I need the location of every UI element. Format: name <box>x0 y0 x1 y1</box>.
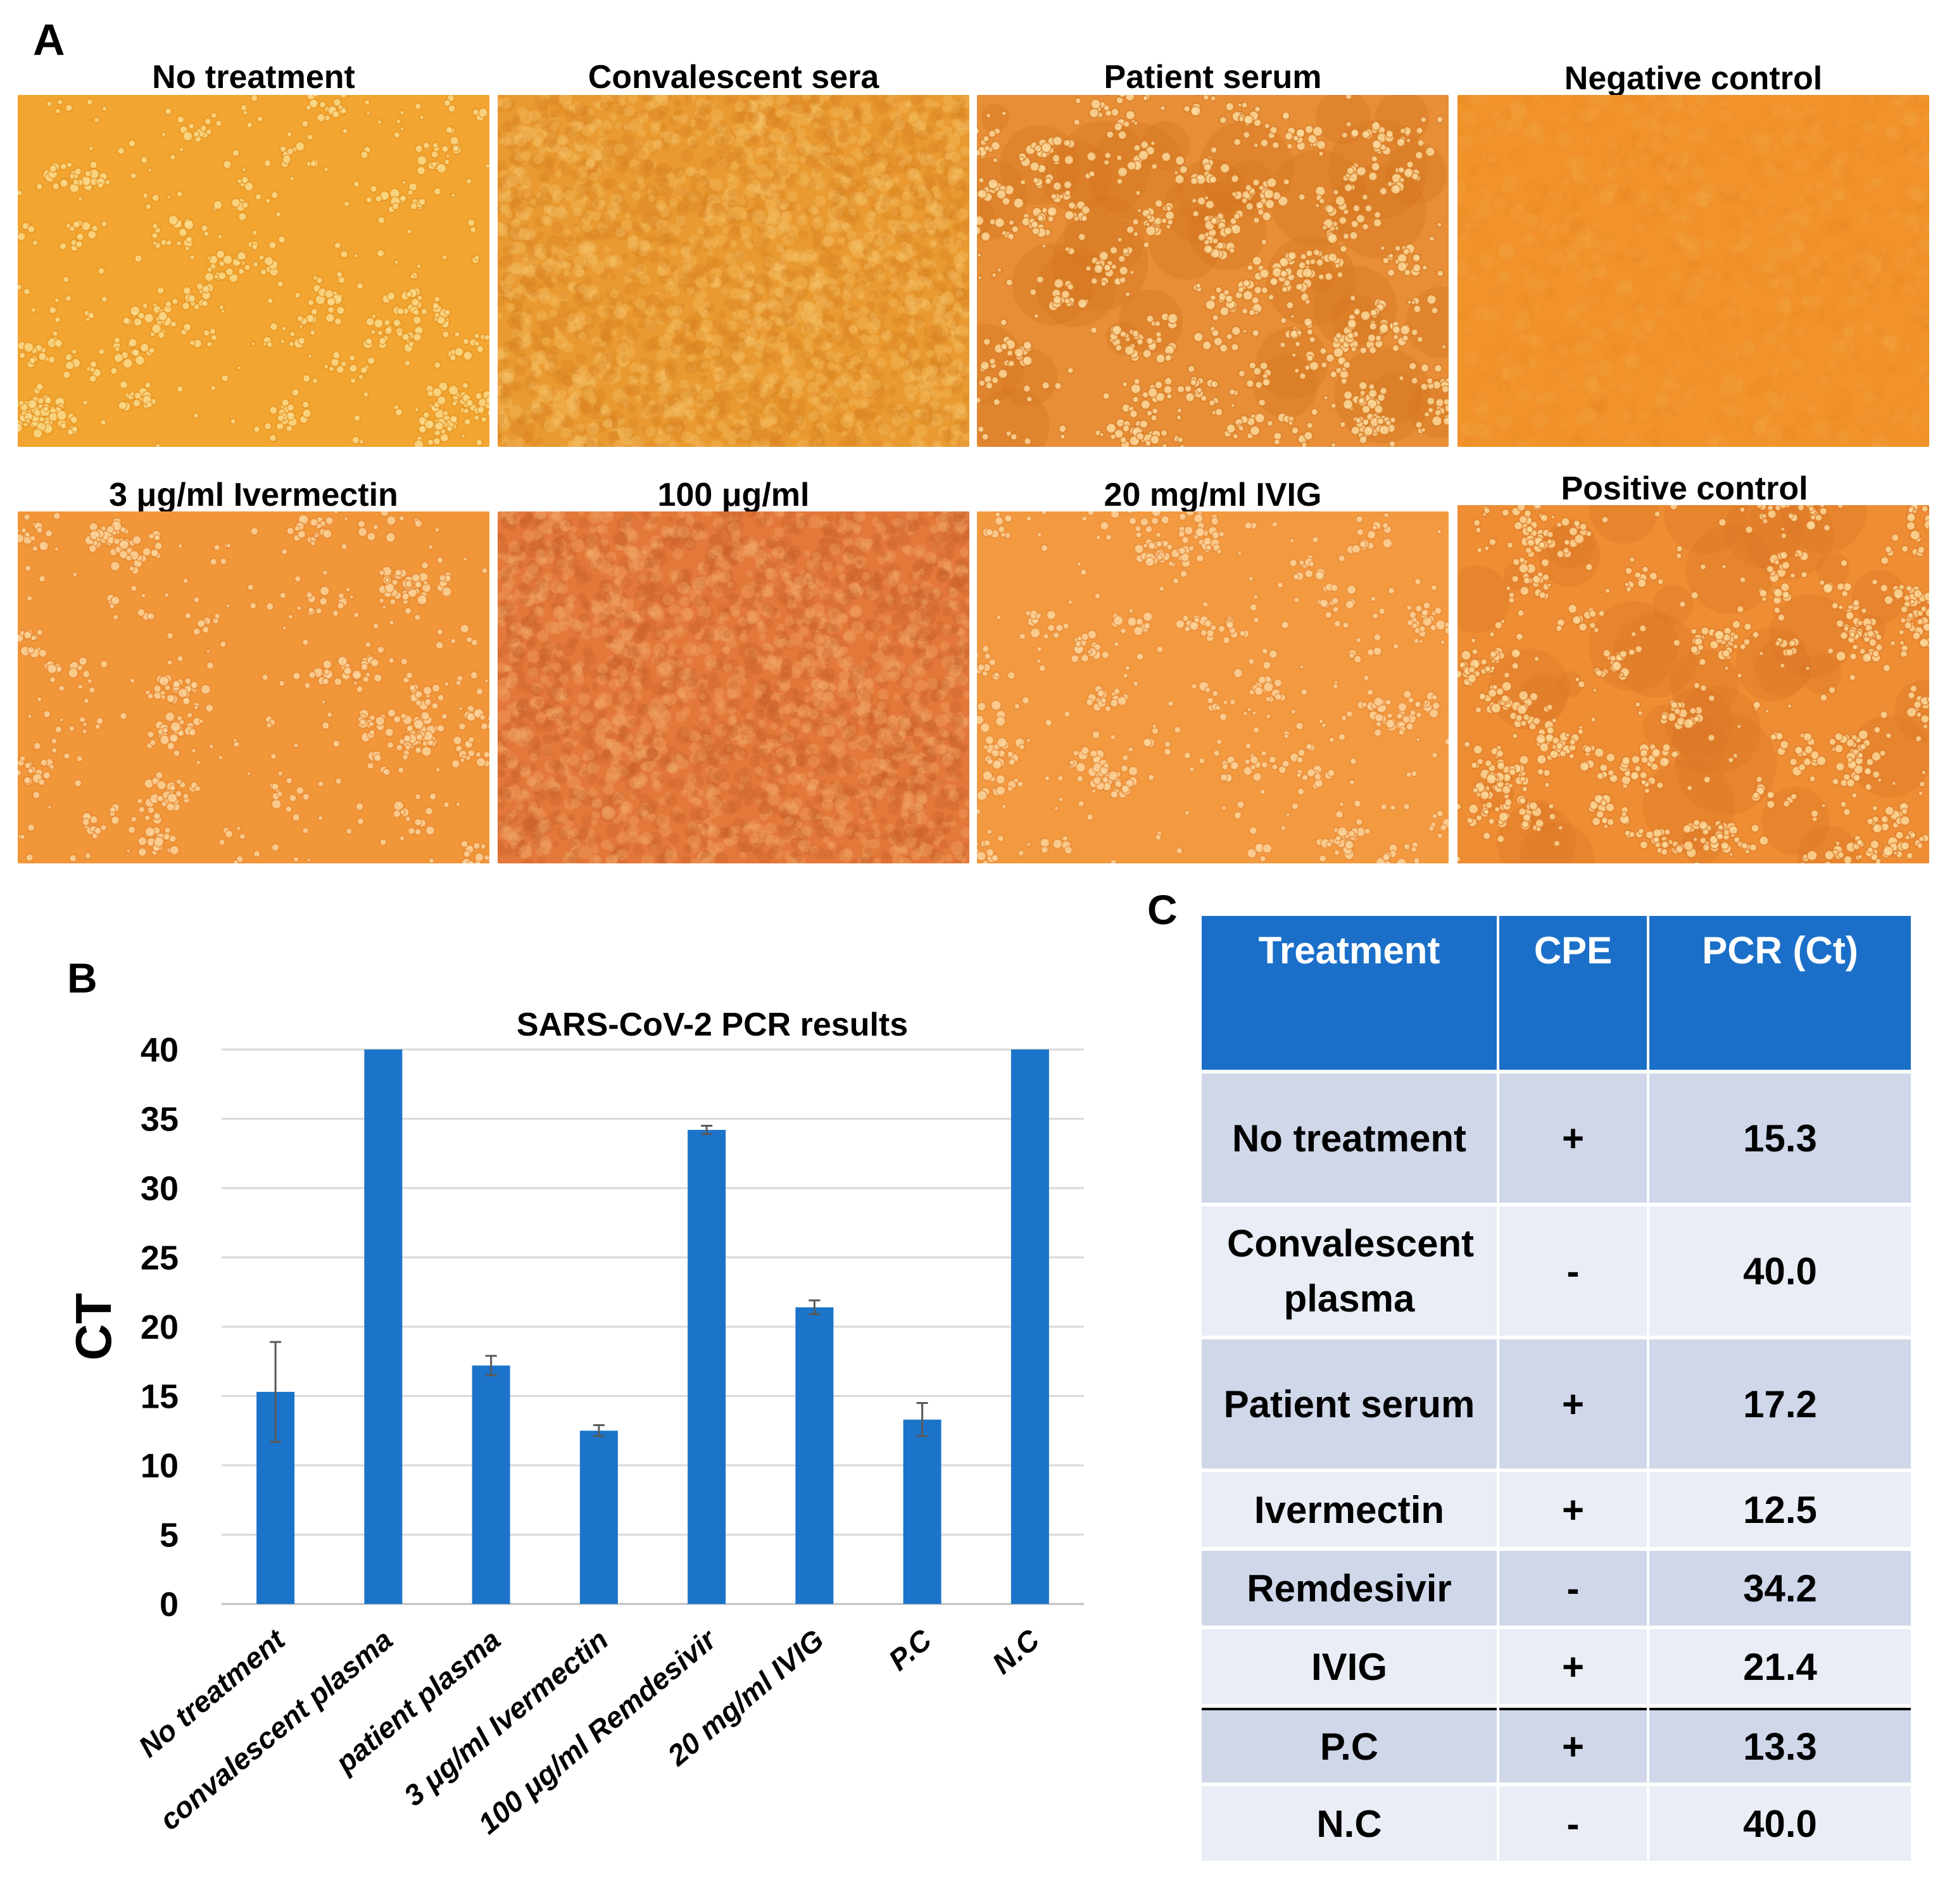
cell-pcr: 12.5 <box>1649 1472 1911 1547</box>
cell-cpe: + <box>1499 1629 1647 1704</box>
table-header-row: Treatment CPE PCR (Ct) <box>1202 916 1911 1070</box>
table-row: Remdesivir - 34.2 <box>1202 1551 1911 1625</box>
bar <box>472 1365 510 1604</box>
panel-a-letter: A <box>33 15 65 65</box>
micro-title-negative-control: Negative control <box>1564 60 1823 97</box>
micro-title-convalescent-sera: Convalescent sera <box>588 59 879 96</box>
cell-treatment: Convalescent plasma <box>1202 1206 1497 1336</box>
micro-title-no-treatment: No treatment <box>152 59 355 96</box>
y-tick-label: 20 <box>141 1308 179 1346</box>
y-tick-label: 5 <box>160 1517 179 1555</box>
chart-title: SARS-CoV-2 PCR results <box>517 1006 908 1043</box>
header-treatment: Treatment <box>1202 916 1497 1070</box>
cell-cpe: + <box>1499 1074 1647 1203</box>
bar <box>1010 1049 1049 1604</box>
x-tick-label: P.C <box>882 1622 938 1677</box>
x-tick-label: N.C <box>986 1622 1046 1680</box>
y-tick-label: 0 <box>160 1586 179 1624</box>
cell-treatment: P.C <box>1202 1708 1497 1782</box>
cell-cpe: - <box>1499 1551 1647 1625</box>
cell-cpe: - <box>1499 1206 1647 1336</box>
panel-b-letter: B <box>67 955 98 1001</box>
cell-pcr: 17.2 <box>1649 1339 1911 1469</box>
table-row: Convalescent plasma - 40.0 <box>1202 1206 1911 1336</box>
table-row: IVIG + 21.4 <box>1202 1629 1911 1704</box>
y-tick-label: 40 <box>141 1031 179 1069</box>
table-row: P.C + 13.3 <box>1202 1708 1911 1782</box>
cell-pcr: 40.0 <box>1649 1786 1911 1861</box>
y-axis-label: CT <box>65 1293 122 1361</box>
bar <box>688 1130 726 1604</box>
bar <box>795 1307 834 1604</box>
x-tick-label: 3 μg/ml Ivermectin <box>398 1623 615 1812</box>
micro-title-positive-control: Positive control <box>1561 470 1808 507</box>
cell-treatment: N.C <box>1202 1786 1497 1861</box>
micrograph-100ugml <box>498 511 969 863</box>
micrograph-no-treatment <box>18 95 489 447</box>
y-tick-label: 15 <box>141 1378 179 1416</box>
table-row: Patient serum + 17.2 <box>1202 1339 1911 1469</box>
bar <box>903 1419 941 1604</box>
micrograph-positive-control <box>1457 505 1929 863</box>
cell-pcr: 34.2 <box>1649 1551 1911 1625</box>
y-tick-label: 30 <box>141 1170 179 1208</box>
panel-c-letter: C <box>1147 886 1178 933</box>
micrograph-ivig <box>977 511 1449 863</box>
cell-pcr: 13.3 <box>1649 1708 1911 1782</box>
cell-treatment: IVIG <box>1202 1629 1497 1704</box>
table-row: N.C - 40.0 <box>1202 1786 1911 1861</box>
y-tick-label: 25 <box>141 1239 179 1277</box>
micrograph-ivermectin <box>18 511 489 863</box>
y-tick-label: 10 <box>141 1447 179 1485</box>
micrograph-convalescent-sera <box>498 95 969 447</box>
results-table: Treatment CPE PCR (Ct) No treatment + 15… <box>1199 912 1913 1865</box>
cell-treatment: Ivermectin <box>1202 1472 1497 1547</box>
header-pcr: PCR (Ct) <box>1649 916 1911 1070</box>
micrograph-patient-serum <box>977 95 1449 447</box>
cell-cpe: + <box>1499 1708 1647 1782</box>
bar-chart: SARS-CoV-2 PCR results CT 0 5 10 15 20 25 30 35 40… <box>65 1006 1084 1840</box>
table-row: No treatment + 15.3 <box>1202 1074 1911 1203</box>
cell-cpe: + <box>1499 1472 1647 1547</box>
cell-cpe: - <box>1499 1786 1647 1861</box>
cell-cpe: + <box>1499 1339 1647 1469</box>
cell-pcr: 21.4 <box>1649 1629 1911 1704</box>
cell-treatment: Patient serum <box>1202 1339 1497 1469</box>
header-cpe: CPE <box>1499 916 1647 1070</box>
bar <box>364 1049 403 1604</box>
table-row: Ivermectin + 12.5 <box>1202 1472 1911 1547</box>
cell-pcr: 15.3 <box>1649 1074 1911 1203</box>
micro-title-patient-serum: Patient serum <box>1104 59 1322 96</box>
micro-title-100ugml: 100 μg/ml <box>657 477 810 513</box>
cell-treatment: Remdesivir <box>1202 1551 1497 1625</box>
micro-title-ivermectin: 3 μg/ml Ivermectin <box>109 477 398 513</box>
cell-treatment: No treatment <box>1202 1074 1497 1203</box>
y-tick-label: 35 <box>141 1101 179 1139</box>
bar <box>579 1431 618 1604</box>
micro-title-ivig: 20 mg/ml IVIG <box>1104 477 1322 513</box>
cell-pcr: 40.0 <box>1649 1206 1911 1336</box>
micrograph-negative-control <box>1457 95 1929 447</box>
